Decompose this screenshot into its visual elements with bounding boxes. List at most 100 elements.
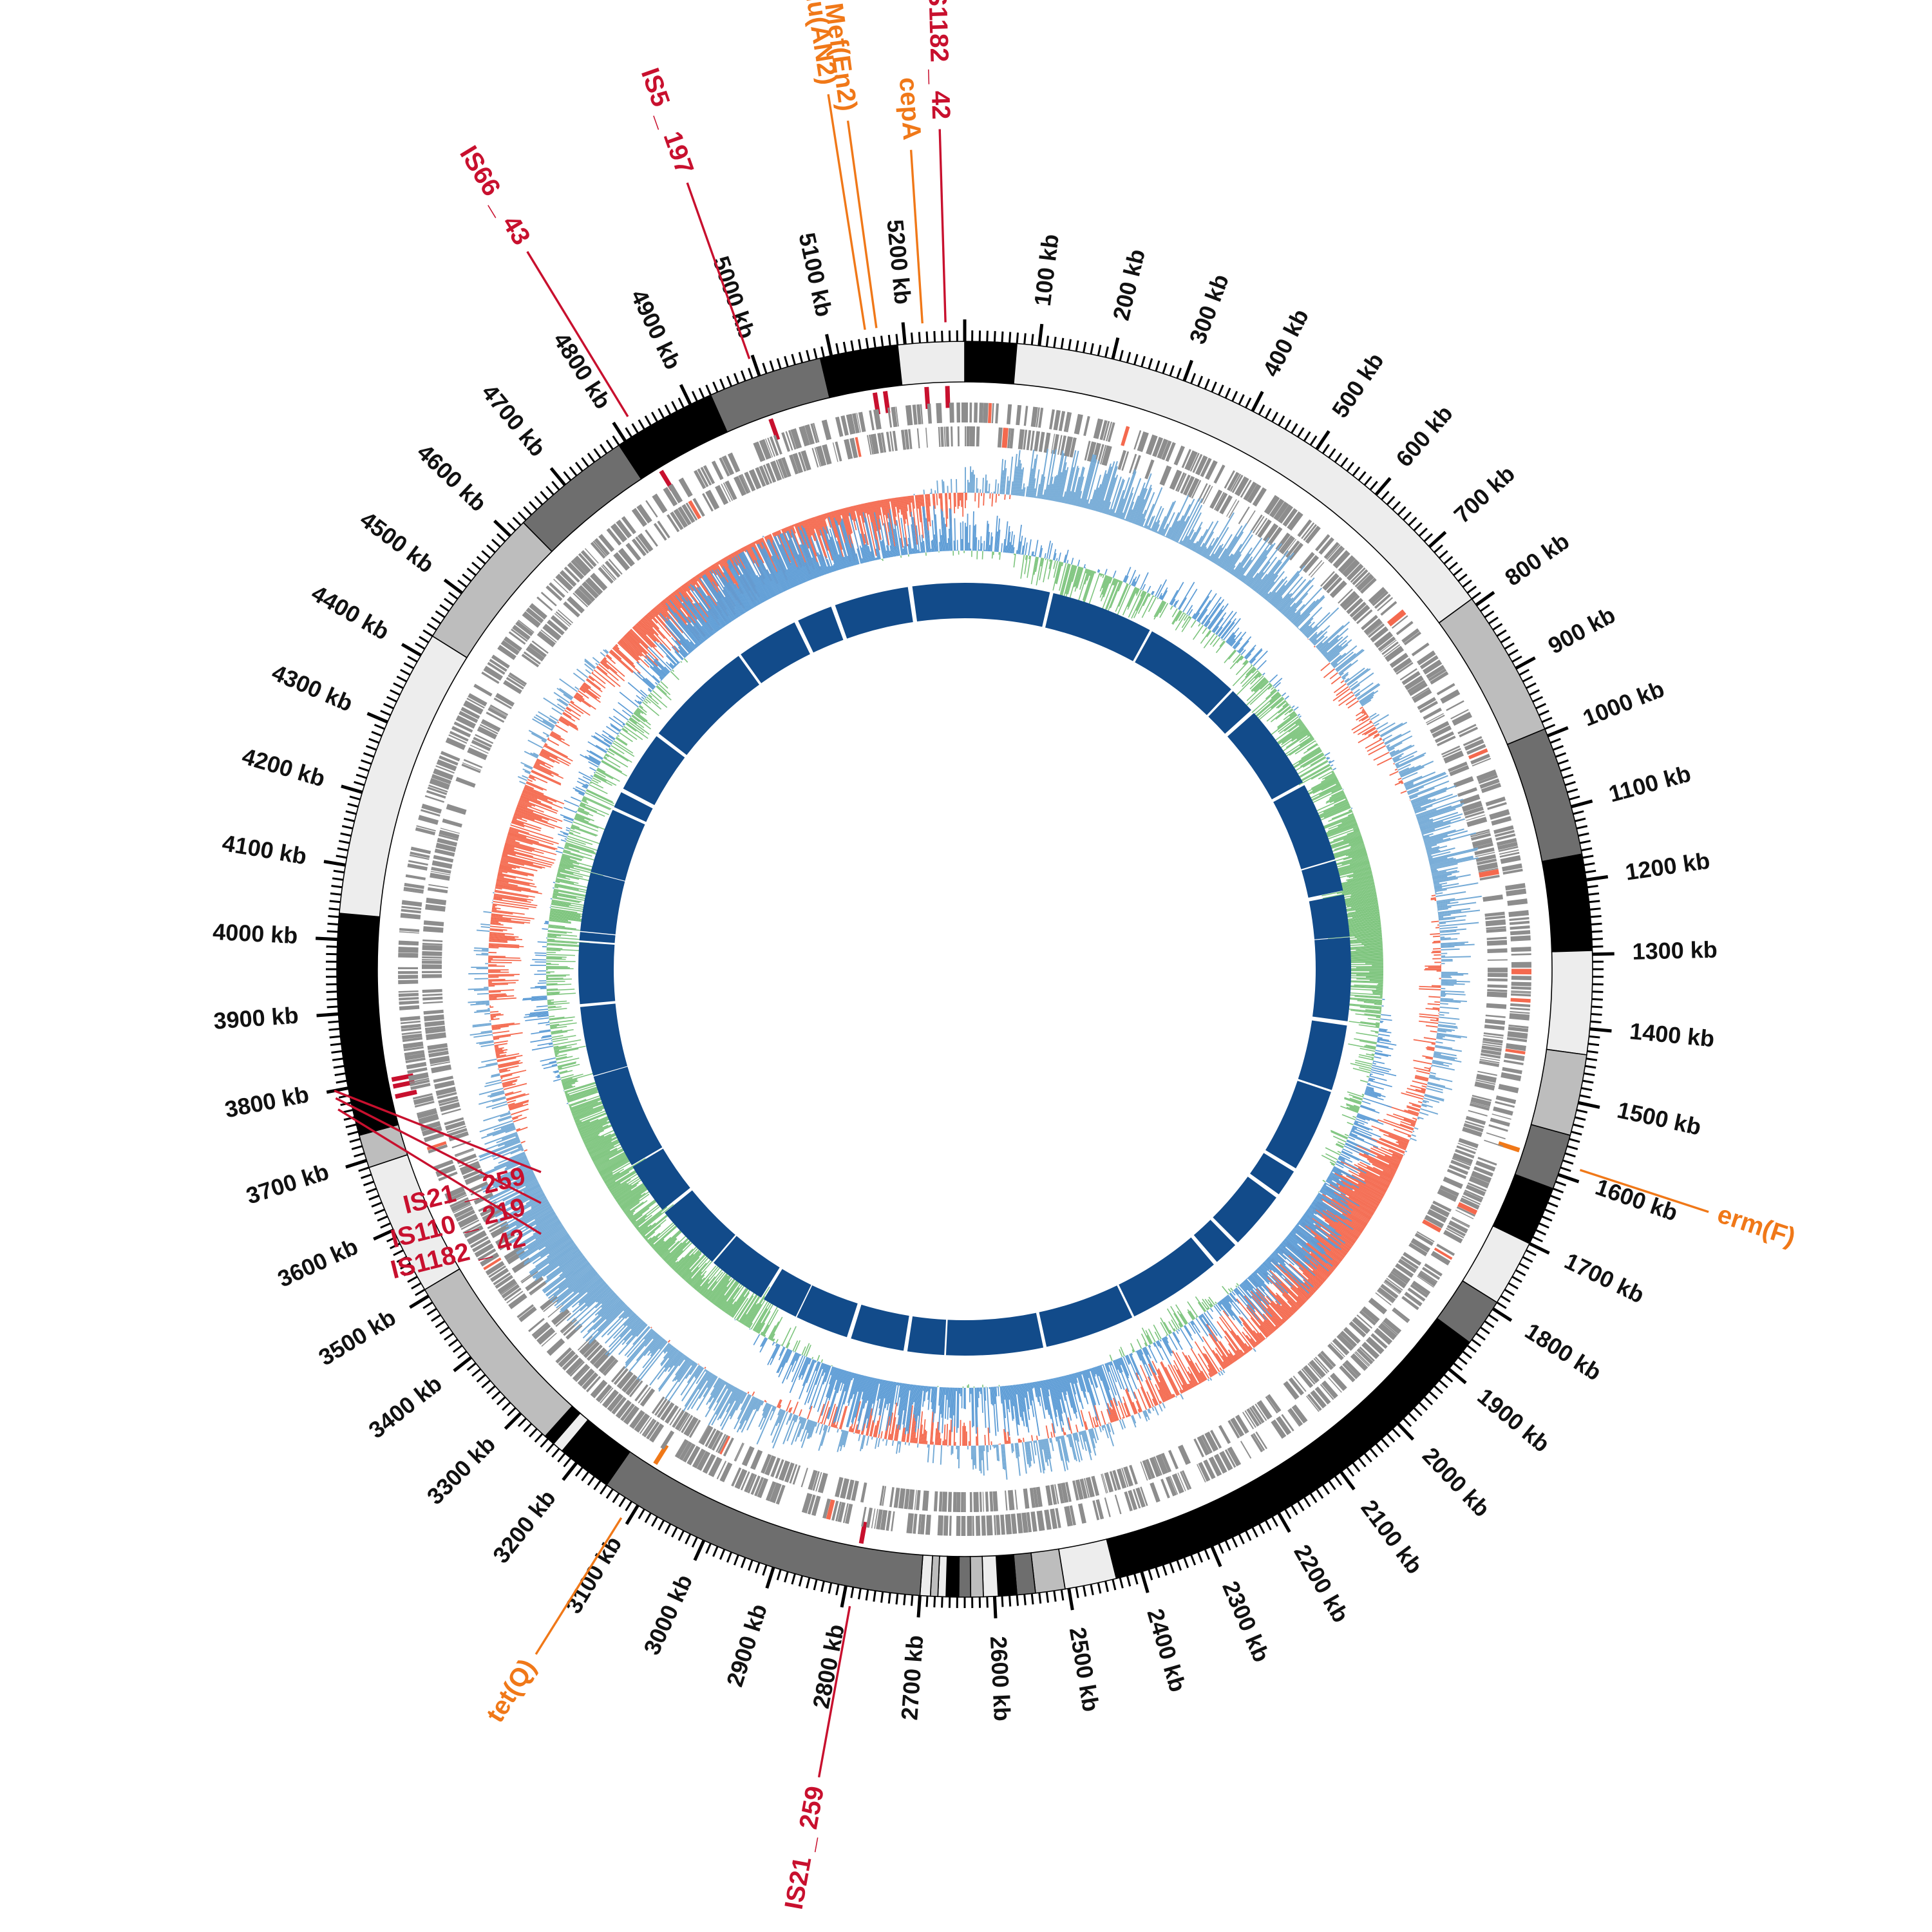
gc-skew-negative-bar [489,928,507,931]
cds-feature [773,435,782,455]
gc-skew-positive-bar [1440,937,1451,940]
minor-tick [762,1564,768,1576]
gc-skew-negative-bar [1007,1432,1010,1444]
gc-content-positive-bar [1342,788,1344,790]
gc-skew-negative-bar [1250,1291,1282,1326]
gc-skew-negative-bar [1412,1117,1417,1121]
cds-feature [882,1486,887,1506]
gc-skew-negative-bar [1419,1016,1439,1019]
gc-skew-positive-bar [1099,461,1115,513]
gc-skew-positive-bar [1314,635,1325,646]
gc-skew-negative-bar [488,974,520,976]
cds-feature [551,1308,570,1325]
gc-skew-negative-bar [1380,1146,1403,1158]
gc-skew-positive-bar [483,1112,511,1122]
cds-feature [975,1515,981,1536]
gc-skew-positive-bar [795,1417,805,1442]
gc-skew-negative-bar [704,1367,706,1369]
gc-skew-positive-bar [1423,834,1448,842]
gc-skew-negative-bar [489,925,513,929]
cds-feature [1327,545,1343,563]
cds-feature [422,971,442,974]
cds-feature [1252,516,1265,534]
gc-skew-positive-bar [636,1324,648,1337]
cds-feature [679,1441,693,1461]
gc-skew-positive-bar [549,1266,593,1302]
minor-tick [1392,1428,1401,1438]
gc-skew-negative-bar [925,1431,927,1444]
gc-skew-positive-bar [1437,1032,1468,1038]
cds-feature [1422,659,1443,675]
cds-feature [445,1120,466,1131]
cds-feature [1511,961,1531,968]
cds-feature [1436,1244,1455,1256]
gc-skew-positive-bar [858,1434,861,1441]
gc-skew-positive-bar [1295,596,1325,627]
gc-skew-positive-bar [1390,749,1399,755]
gc-skew-positive-bar [1193,535,1203,552]
gc-skew-positive-bar [1424,1094,1444,1101]
cds-feature [601,1389,619,1408]
gc-skew-negative-bar [497,1057,516,1063]
ruler-tick-label: 4200 kb [239,743,328,792]
gc-skew-negative-bar [1107,1403,1115,1423]
gc-skew-negative-bar [1189,1380,1195,1388]
gc-skew-positive-bar [685,1362,697,1379]
cds-feature [480,1252,500,1267]
ruler-tick-label: 1800 kb [1520,1318,1606,1386]
gc-skew-negative-bar [1133,1391,1143,1412]
cds-feature [463,700,484,715]
cds-feature [1456,1206,1475,1217]
gc-skew-positive-bar [1407,786,1425,794]
ruler-tick-label: 100 kb [1029,232,1064,307]
cds-feature [1446,1224,1466,1237]
gc-skew-positive-bar [650,1338,664,1354]
cds-feature [631,507,647,527]
minor-tick [502,1401,511,1411]
gc-skew-positive-bar [493,1122,514,1131]
cds-feature [404,1050,425,1056]
cds-feature [479,724,498,735]
gc-skew-negative-bar [1400,790,1407,794]
gc-skew-negative-bar [1302,1259,1327,1281]
cds-feature [448,1131,469,1142]
gc-skew-negative-bar [513,1117,527,1122]
gc-skew-positive-bar [947,486,949,493]
cds-feature [1381,1321,1398,1336]
minor-tick [625,1501,632,1511]
gc-skew-positive-bar [1293,600,1316,625]
gc-skew-positive-bar [1094,1427,1099,1441]
cds-feature [1392,1309,1409,1323]
cds-feature [482,1208,502,1222]
gc-skew-positive-bar [978,1445,981,1471]
major-tick [316,1012,339,1018]
cds-feature [1309,1359,1326,1378]
gc-skew-negative-bar [960,1419,961,1446]
cds-feature [1446,700,1464,712]
minor-tick [1162,363,1168,374]
gc-skew-positive-bar [530,1243,576,1276]
cds-feature [744,1472,755,1493]
cds-feature [399,927,420,933]
cds-feature [555,573,574,591]
gc-skew-positive-bar [973,1445,976,1466]
minor-tick [1075,340,1079,352]
minor-tick [1303,1497,1311,1508]
gc-skew-positive-bar [535,714,555,727]
minor-tick [1549,737,1561,744]
gc-skew-positive-bar [684,1356,688,1361]
minor-tick [400,668,411,676]
gc-skew-negative-bar [1297,1296,1305,1304]
gc-skew-positive-bar [1095,473,1108,511]
gc-skew-positive-bar [548,1238,573,1255]
gc-skew-negative-bar [1355,709,1365,717]
gc-skew-positive-bar [556,1273,599,1309]
gc-skew-negative-bar [923,1429,926,1444]
minor-tick [1397,506,1406,516]
gc-skew-negative-bar [500,858,542,869]
gc-skew-positive-bar [1032,478,1036,498]
gc-skew-negative-bar [965,1431,967,1446]
ruler-segment [969,1555,984,1598]
gc-skew-positive-bar [491,902,493,904]
gc-skew-negative-bar [880,1431,883,1439]
